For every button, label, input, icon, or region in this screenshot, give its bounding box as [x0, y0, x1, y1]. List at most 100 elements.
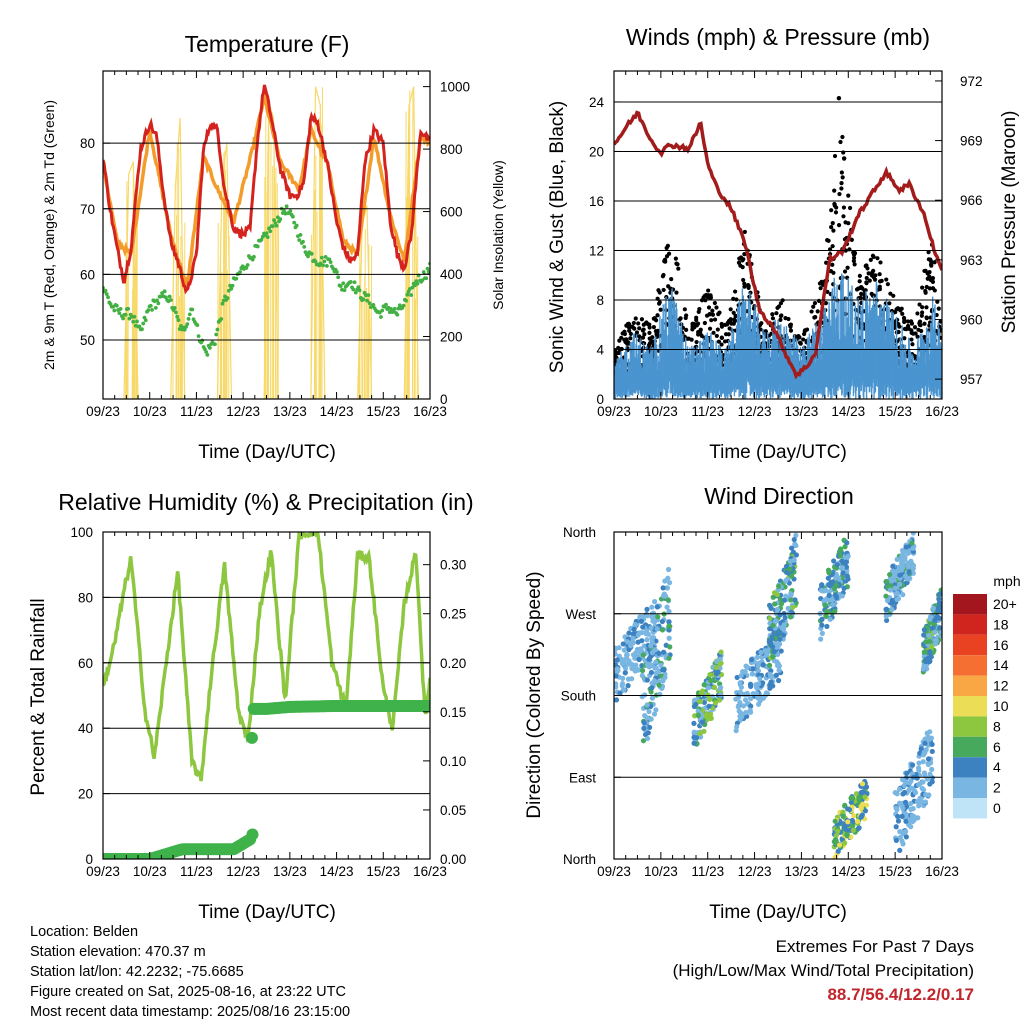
x-tick-label: 09/23 [86, 864, 120, 879]
y-tick-label: 100 [70, 525, 93, 540]
legend-swatch [953, 655, 987, 676]
wind-direction-dot [937, 601, 942, 607]
gust-dot [770, 312, 775, 317]
wind-direction-dot [645, 730, 651, 736]
dewpoint-dot [143, 318, 148, 323]
gust-dot [719, 335, 724, 340]
wind-direction-dot [792, 541, 798, 547]
wind-direction-dot [827, 616, 833, 622]
gust-dot [708, 296, 713, 301]
gust-dot [864, 275, 869, 281]
wind-direction-dot [750, 666, 756, 672]
y-tick-label: South [561, 689, 596, 704]
wind-direction-dot [784, 569, 790, 576]
gust-dot [702, 320, 707, 326]
wind-direction-dot [734, 674, 740, 681]
gust-dot [625, 321, 631, 327]
gust-dot [846, 221, 851, 226]
y-right-tick-label: 972 [960, 74, 983, 89]
gust-dot [802, 328, 808, 333]
gust-dot [891, 293, 896, 298]
wind-direction-dot [750, 690, 756, 697]
wind-direction-dot [894, 790, 900, 796]
wind-direction-dot [856, 794, 862, 801]
wind-direction-dot [699, 688, 706, 694]
wind-direction-dot [652, 599, 658, 605]
gust-dot [675, 262, 680, 267]
dewpoint-dot [219, 317, 224, 321]
wind-direction-dot [693, 701, 699, 708]
gust-dot [634, 330, 640, 335]
dewpoint-dot [395, 312, 400, 317]
wind-direction-dot [830, 602, 836, 608]
dewpoint-dot [336, 275, 341, 280]
wind-direction-dot [772, 601, 778, 607]
wind-direction-dot [755, 663, 761, 669]
wind-direction-dot [651, 711, 658, 717]
gust-dot [742, 281, 747, 286]
gust-dot [696, 329, 701, 335]
dewpoint-dot [404, 298, 409, 303]
gust-dot [742, 252, 747, 257]
elevation-text: Station elevation: 470.37 m [30, 944, 206, 960]
wind-direction-dot [934, 614, 941, 620]
dewpoint-dot [137, 324, 142, 329]
dewpoint-dot [288, 209, 293, 213]
wind-direction-dot [713, 665, 720, 671]
wind-direction-dot [833, 837, 839, 843]
wind-direction-dot [884, 578, 890, 585]
gust-dot [651, 324, 656, 330]
gust-dot [847, 205, 853, 211]
wind-direction-dot [644, 715, 650, 721]
gust-dot [758, 327, 763, 332]
wind-direction-dot [835, 828, 841, 834]
wind-direction-dot [624, 639, 631, 645]
gust-dot [830, 262, 835, 267]
wind-direction-dot [638, 618, 644, 624]
wind-direction-dot [737, 699, 743, 706]
gust-dot [741, 277, 746, 283]
dewpoint-dot [135, 319, 139, 324]
wind-direction-dot [718, 692, 724, 698]
wind-direction-dot [660, 585, 666, 591]
dewpoint-dot [213, 342, 217, 347]
solar-insolation-line [216, 142, 233, 399]
wind-direction-dot [665, 575, 671, 581]
wind-direction-dot [740, 703, 747, 709]
wind-direction-dot [907, 575, 913, 581]
wind-direction-dot [646, 708, 652, 715]
x-tick-label: 16/23 [413, 404, 447, 419]
wind-direction-dot [742, 697, 749, 703]
wind-direction-dot [927, 620, 933, 626]
created-text: Figure created on Sat, 2025-08-16, at 23… [30, 984, 346, 1000]
extremes-box: Extremes For Past 7 Days (High/Low/Max W… [673, 935, 974, 1007]
wind-direction-dot [838, 547, 844, 554]
gust-dot [925, 271, 930, 276]
wind-direction-dot [748, 657, 755, 663]
wind-direction-dot [619, 680, 626, 687]
gust-dot [787, 323, 793, 328]
x-tick-label: 14/23 [320, 404, 354, 419]
wind-direction-dot [925, 760, 931, 767]
gust-dot [774, 311, 779, 316]
dewpoint-dot [229, 286, 234, 291]
gust-dot [905, 319, 911, 324]
gust-dot [829, 225, 834, 230]
wind-direction-dot [742, 669, 748, 675]
wind-direction-dot [775, 644, 781, 650]
gust-dot [655, 328, 661, 333]
wind-direction-dot [648, 643, 654, 649]
y-tick-label: 0 [85, 852, 93, 867]
gust-dot [812, 315, 817, 320]
y-tick-label: 16 [589, 194, 604, 209]
x-tick-label: 13/23 [273, 404, 307, 419]
y-tick-label: East [569, 770, 596, 785]
y-tick-label: 80 [80, 136, 95, 151]
wind-direction-dot [915, 781, 922, 788]
dewpoint-dot [175, 314, 180, 319]
dewpoint-dot [174, 310, 178, 315]
wind-direction-dot [938, 629, 942, 635]
gust-dot [889, 308, 895, 314]
gust-dot [746, 283, 751, 289]
wind-direction-dot [649, 604, 655, 610]
